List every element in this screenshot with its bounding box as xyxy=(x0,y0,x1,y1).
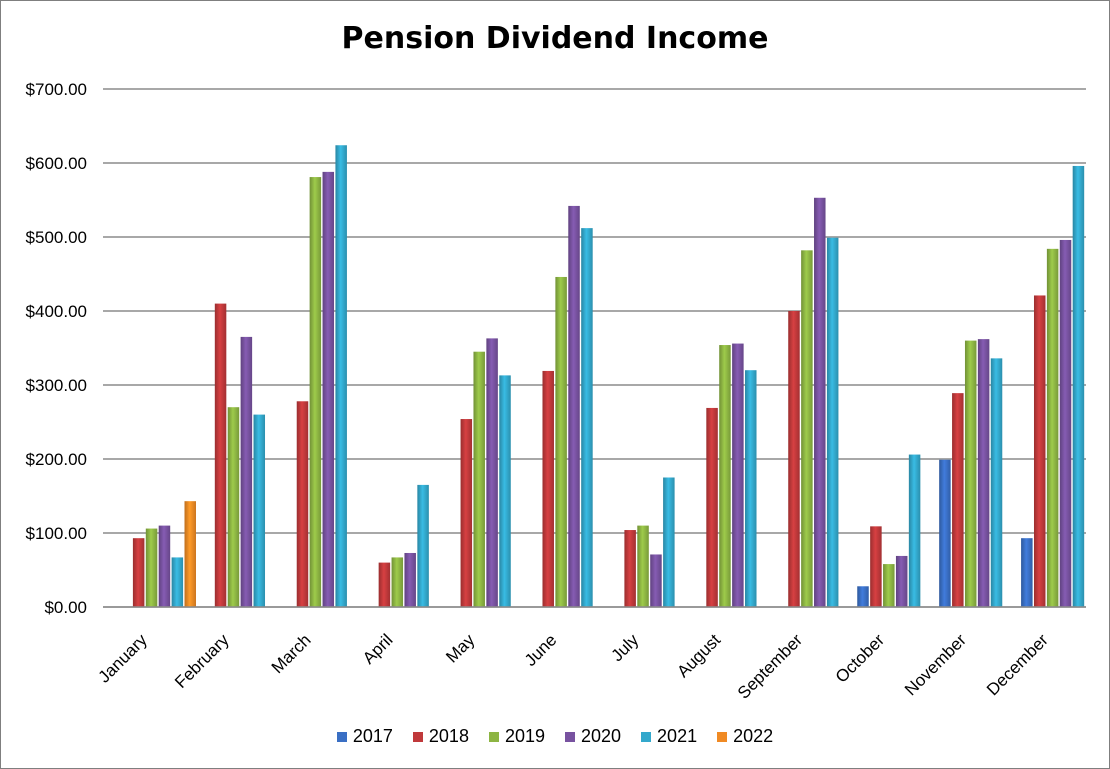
bar-2018-february xyxy=(214,303,227,607)
bar-2020-may xyxy=(486,338,498,607)
legend-label: 2022 xyxy=(733,726,774,746)
bar-2018-may xyxy=(460,419,473,607)
legend-swatch xyxy=(717,731,728,742)
legend-label: 2018 xyxy=(428,726,469,746)
bar-2021-september xyxy=(826,237,839,608)
legend-item-2017: 2017 xyxy=(336,726,393,747)
bar-2020-october xyxy=(895,555,908,607)
bar-2018-june xyxy=(542,370,554,607)
legend-item-2019: 2019 xyxy=(488,726,545,747)
x-tick-label: March xyxy=(268,630,315,677)
bar-2018-april xyxy=(378,562,391,607)
legend-swatch xyxy=(336,731,347,742)
bar-2020-july xyxy=(650,554,662,607)
bar-2019-october xyxy=(883,564,895,607)
bar-2020-march xyxy=(322,171,335,607)
bar-2020-april xyxy=(404,552,416,607)
legend-label: 2019 xyxy=(504,726,545,746)
bar-2018-december xyxy=(1033,295,1046,607)
bar-2021-october xyxy=(908,454,921,607)
x-tick-label: December xyxy=(983,630,1052,699)
bar-2021-july xyxy=(663,477,675,607)
legend-label: 2020 xyxy=(581,726,622,746)
bar-2019-august xyxy=(719,345,731,607)
bar-2020-august xyxy=(732,343,744,607)
legend-swatch xyxy=(488,731,499,742)
bar-2017-october xyxy=(857,586,869,607)
bar-2020-february xyxy=(240,336,253,607)
y-tick-label: $600.00 xyxy=(26,154,87,173)
bar-2019-april xyxy=(391,557,404,607)
y-tick-label: $0.00 xyxy=(44,598,87,617)
bar-2020-january xyxy=(158,525,171,607)
x-tick-label: August xyxy=(673,630,724,681)
y-tick-label: $700.00 xyxy=(26,80,87,99)
y-tick-label: $200.00 xyxy=(26,450,87,469)
bar-2020-june xyxy=(568,205,580,608)
legend-label: 2021 xyxy=(657,726,698,746)
bar-2018-september xyxy=(788,311,800,607)
bar-2020-september xyxy=(814,197,826,607)
y-tick-label: $400.00 xyxy=(26,302,87,321)
legend-label: 2017 xyxy=(352,726,393,746)
bar-2021-may xyxy=(499,375,511,607)
y-tick-label: $300.00 xyxy=(26,376,87,395)
x-tick-label: January xyxy=(95,630,152,687)
bar-2020-november xyxy=(977,339,990,607)
bar-2017-november xyxy=(939,459,951,607)
bar-2017-december xyxy=(1021,538,1033,607)
bar-2018-january xyxy=(132,538,145,607)
legend: 2017 2018 2019 2020 2021 2022 xyxy=(1,726,1109,747)
legend-item-2021: 2021 xyxy=(641,726,697,747)
bar-2021-august xyxy=(745,370,757,607)
bar-2021-january xyxy=(171,557,184,607)
bar-2018-july xyxy=(624,530,636,607)
legend-swatch xyxy=(412,731,423,742)
bar-2019-september xyxy=(801,250,813,607)
legend-swatch xyxy=(641,731,652,742)
bar-2021-april xyxy=(417,484,429,607)
x-tick-label: October xyxy=(832,630,888,686)
y-tick-label: $100.00 xyxy=(26,524,87,543)
x-tick-label: February xyxy=(171,630,233,692)
bar-2019-february xyxy=(227,407,240,607)
bar-2018-august xyxy=(706,407,718,607)
bar-2019-november xyxy=(964,340,977,607)
x-tick-label: September xyxy=(734,630,806,702)
y-tick-label: $500.00 xyxy=(26,228,87,247)
bar-2019-december xyxy=(1046,248,1059,607)
bar-2019-july xyxy=(637,525,649,607)
x-tick-label: May xyxy=(442,630,478,666)
bar-2018-november xyxy=(952,393,964,607)
bar-2018-october xyxy=(870,526,882,607)
bar-2020-december xyxy=(1059,239,1072,607)
bar-2019-march xyxy=(309,177,322,607)
chart-title: Pension Dividend Income xyxy=(341,21,769,56)
bar-2021-december xyxy=(1072,165,1085,607)
legend-item-2020: 2020 xyxy=(565,726,621,747)
legend-item-2022: 2022 xyxy=(717,726,773,747)
legend-item-2018: 2018 xyxy=(412,726,469,747)
bar-2019-june xyxy=(555,276,567,607)
bar-2018-march xyxy=(296,401,309,607)
bar-2021-february xyxy=(253,414,266,607)
bar-2019-may xyxy=(473,351,485,607)
bar-2021-march xyxy=(335,145,347,608)
legend-swatch xyxy=(565,731,575,742)
x-tick-label: July xyxy=(607,630,642,665)
bar-2022-january xyxy=(184,501,196,607)
x-tick-label: November xyxy=(901,630,970,699)
bar-2021-november xyxy=(990,358,1003,607)
x-tick-label: April xyxy=(359,630,396,667)
x-tick-label: June xyxy=(521,630,561,670)
bar-2019-january xyxy=(145,528,158,607)
bar-2021-june xyxy=(581,228,593,607)
